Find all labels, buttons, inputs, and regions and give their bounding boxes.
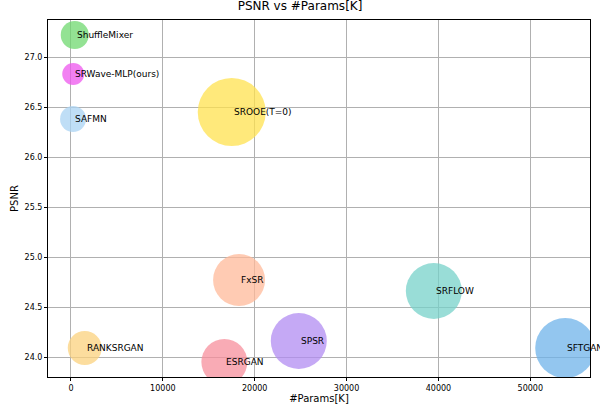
svg-text:10000: 10000	[150, 384, 175, 393]
svg-text:26.5: 26.5	[25, 103, 43, 112]
svg-text:SRWave-MLP(ours): SRWave-MLP(ours)	[75, 69, 159, 79]
svg-text:#Params[K]: #Params[K]	[289, 393, 349, 404]
svg-text:PSNR: PSNR	[9, 185, 20, 212]
svg-text:SROOE(T=0): SROOE(T=0)	[234, 107, 292, 117]
svg-text:50000: 50000	[518, 384, 543, 393]
svg-text:SFTGAN: SFTGAN	[567, 343, 600, 353]
svg-text:PSNR vs #Params[K]: PSNR vs #Params[K]	[238, 0, 363, 13]
svg-text:ShuffleMixer: ShuffleMixer	[77, 30, 133, 40]
svg-text:FxSR: FxSR	[241, 275, 263, 285]
svg-text:24.0: 24.0	[25, 353, 43, 362]
svg-text:SRFLOW: SRFLOW	[436, 286, 474, 296]
svg-text:30000: 30000	[334, 384, 359, 393]
svg-text:25.0: 25.0	[25, 253, 43, 262]
svg-text:26.0: 26.0	[25, 153, 43, 162]
svg-text:40000: 40000	[426, 384, 451, 393]
svg-text:RANKSRGAN: RANKSRGAN	[87, 343, 144, 353]
svg-text:27.0: 27.0	[25, 53, 43, 62]
svg-text:ESRGAN: ESRGAN	[226, 357, 264, 367]
svg-text:20000: 20000	[242, 384, 267, 393]
svg-text:SPSR: SPSR	[301, 336, 324, 346]
svg-text:SAFMN: SAFMN	[75, 114, 107, 124]
svg-text:24.5: 24.5	[25, 303, 43, 312]
svg-text:25.5: 25.5	[25, 203, 43, 212]
svg-text:0: 0	[68, 384, 73, 393]
